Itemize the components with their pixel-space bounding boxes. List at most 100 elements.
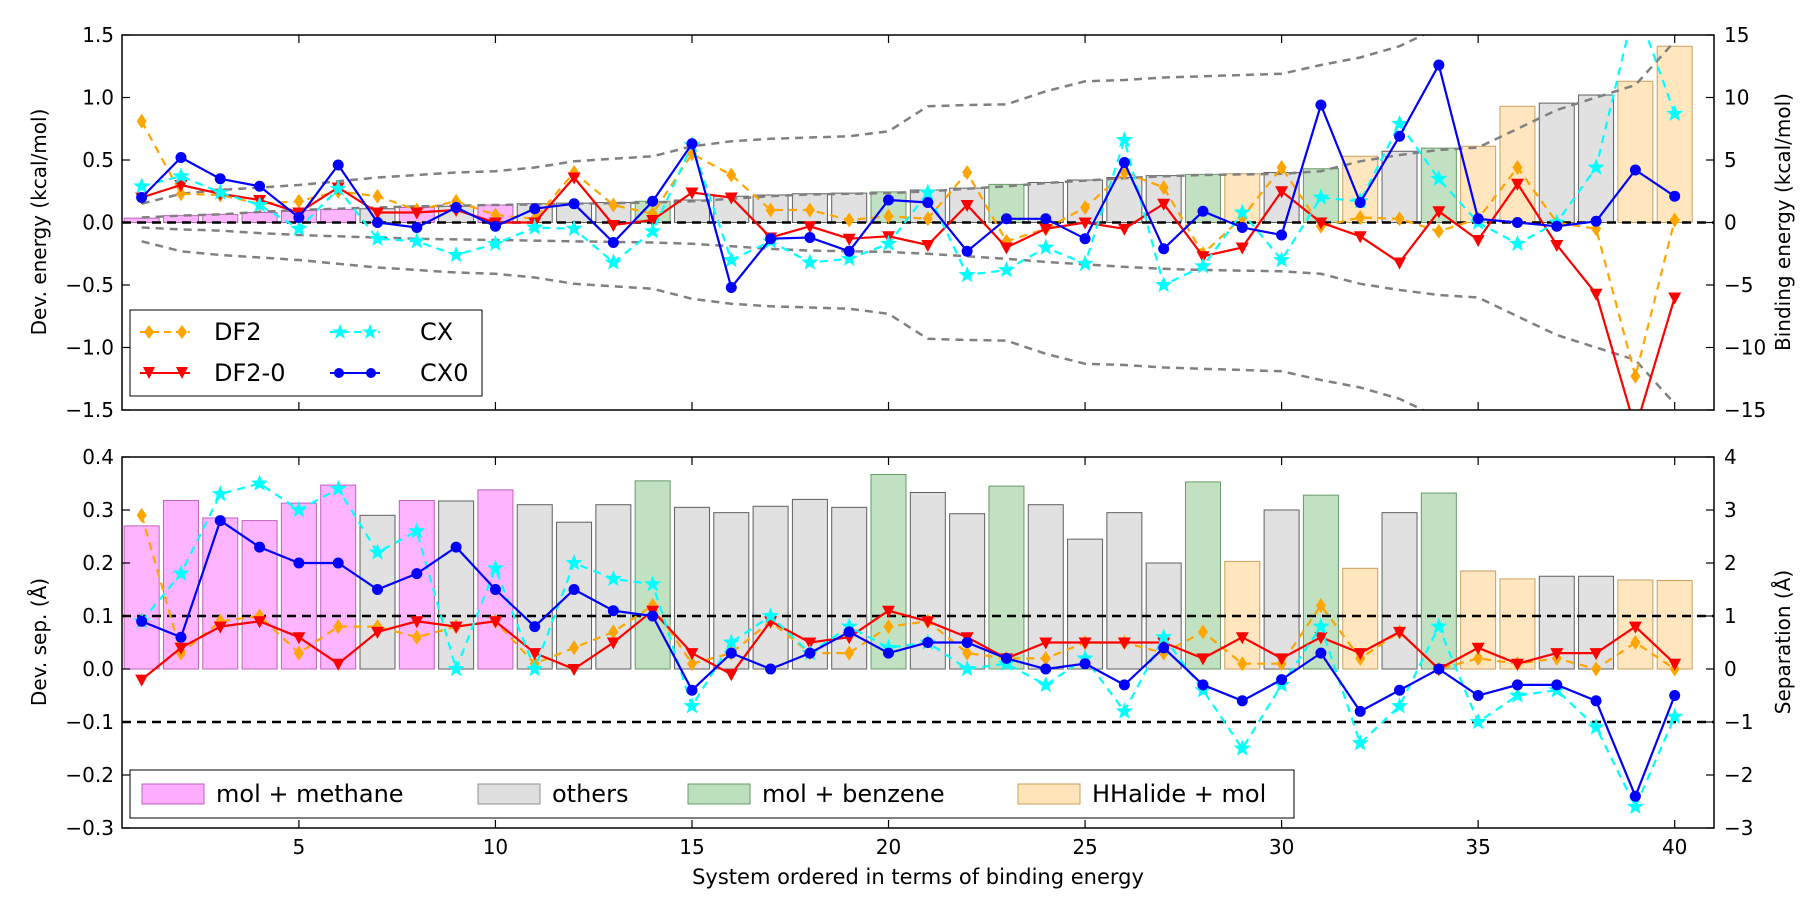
- cx-point: [762, 607, 780, 624]
- cx0-point: [843, 626, 855, 638]
- cx-point: [1666, 707, 1684, 724]
- cx0-point: [568, 198, 580, 210]
- cx-point: [133, 177, 151, 194]
- df2-point: [962, 165, 973, 180]
- cx-point: [1155, 628, 1173, 645]
- bottom-ylabel-right: Separation (Å): [1771, 570, 1795, 714]
- df2-point: [1276, 160, 1287, 175]
- cx-point: [958, 266, 976, 283]
- df2-0-point: [1196, 251, 1210, 264]
- cx-point: [565, 554, 583, 571]
- df2-point: [962, 645, 973, 661]
- cx0-point: [411, 568, 423, 580]
- df2-0-point: [1117, 223, 1131, 236]
- bar-methane: [320, 208, 357, 223]
- cx0-point: [1118, 157, 1130, 168]
- cx0-point: [332, 159, 344, 171]
- df2-0-point: [803, 221, 817, 234]
- cx-point: [1627, 0, 1644, 11]
- df2-0-point: [1393, 626, 1407, 639]
- cx0-point: [489, 584, 501, 595]
- df2-0-point: [1432, 206, 1446, 219]
- y-tick-label: −0.3: [65, 816, 114, 840]
- cx0-point: [804, 647, 816, 659]
- df2-0-point: [1668, 658, 1682, 671]
- cx-point: [683, 697, 701, 714]
- y-tick-label: 0.2: [82, 551, 114, 575]
- cx-point: [1430, 169, 1448, 186]
- df2-0-point: [724, 669, 738, 682]
- df2-point: [1197, 624, 1208, 640]
- cx-point: [722, 633, 740, 650]
- triangle-marker-icon: [176, 367, 188, 379]
- envelope-lower_inner: [141, 226, 1676, 405]
- cx0-point: [254, 180, 266, 192]
- df2-point: [883, 208, 894, 224]
- cx-point: [1430, 617, 1448, 634]
- cx0-point: [1590, 695, 1602, 707]
- df2-point: [1315, 597, 1326, 613]
- cx-point: [604, 253, 622, 270]
- cx0-point: [136, 192, 148, 203]
- df2-point: [136, 113, 147, 129]
- df2-0-point: [1471, 642, 1485, 655]
- cx-point: [290, 219, 308, 236]
- cx-point: [1115, 702, 1133, 719]
- series-line-df2-0: [141, 175, 1676, 410]
- df2-0-point: [1510, 658, 1524, 671]
- cx-point: [997, 261, 1015, 278]
- cx0-point: [214, 173, 226, 185]
- x-tick-label: 15: [679, 835, 704, 859]
- df2-point: [804, 202, 815, 218]
- cx-point: [1076, 649, 1094, 666]
- cx0-point: [136, 615, 148, 627]
- df2-point: [1040, 650, 1051, 666]
- df2-point: [608, 197, 619, 213]
- cx-point: [1155, 276, 1173, 293]
- cx-point: [604, 569, 622, 587]
- df2-point: [1433, 223, 1444, 239]
- df2-point: [372, 188, 383, 204]
- cx-point: [880, 234, 898, 251]
- cx-point: [329, 179, 347, 196]
- series-line-df2: [140, 514, 1676, 671]
- bar-benzene: [988, 183, 1025, 223]
- cx0-point: [1472, 213, 1484, 225]
- cx0-point: [1276, 229, 1288, 241]
- bottom-xticks: 5 10 15 20 25 30 35 40: [293, 457, 1687, 859]
- bottom-legend-label: HHalide + mol: [1092, 780, 1266, 808]
- others-swatch: [477, 783, 541, 805]
- x-tick-label: 5: [293, 835, 306, 859]
- cx0-point: [1079, 233, 1091, 245]
- cx0-point: [372, 584, 384, 595]
- cx-point: [1115, 131, 1133, 148]
- df2-point: [293, 193, 304, 209]
- df2-point: [1512, 160, 1523, 175]
- cx0-point: [1669, 190, 1681, 202]
- bar-others: [752, 505, 789, 670]
- cx0-point: [450, 541, 462, 553]
- cx-point: [172, 167, 190, 184]
- df2-0-point: [1550, 648, 1564, 661]
- bar-methane: [202, 517, 239, 670]
- df2-point: [883, 619, 894, 635]
- cx0-point: [961, 245, 973, 257]
- y-tick-label: 1.5: [82, 23, 114, 47]
- bottom-legend-entry-others: others: [477, 780, 628, 808]
- bottom-axes-frame: [121, 456, 1715, 829]
- envelope-lower_outer: [141, 240, 1426, 410]
- cx-point: [644, 222, 662, 239]
- cx0-point: [1472, 690, 1484, 701]
- bar-hhalide: [1460, 145, 1497, 223]
- df2-0-point: [1393, 257, 1407, 270]
- cx-point: [408, 522, 426, 539]
- series-line-cx0: [141, 518, 1676, 800]
- y-right-tick-label: −1: [1724, 710, 1753, 734]
- df2-0-point: [882, 605, 896, 618]
- df2-0-point: [1668, 292, 1682, 305]
- df2-point: [333, 619, 344, 635]
- df2-point: [1237, 656, 1248, 672]
- y-right-tick-label: 15: [1724, 23, 1749, 47]
- cx0-point: [647, 195, 659, 207]
- top-legend: DF2 DF2-0 CX CX0: [129, 309, 483, 397]
